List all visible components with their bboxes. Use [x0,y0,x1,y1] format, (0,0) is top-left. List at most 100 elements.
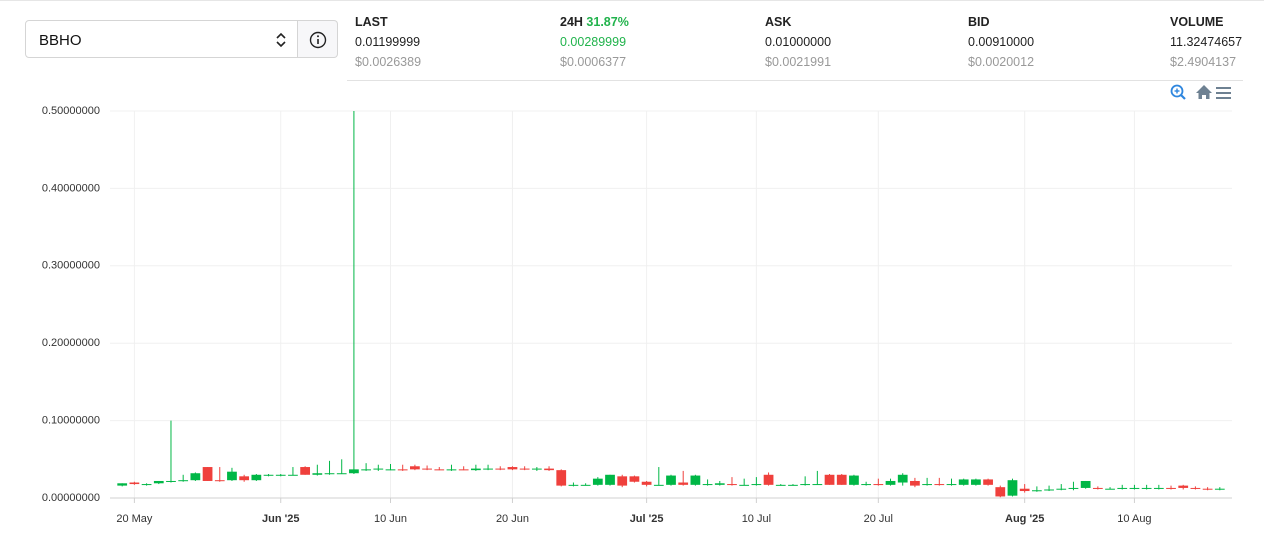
candle-body [568,484,579,486]
pair-name: BBHO [39,32,82,49]
candle-body [739,484,750,486]
candle-body [702,484,713,486]
candle-body [788,484,798,486]
y-tick-label: 0.50000000 [42,105,100,117]
candle-body [714,483,725,485]
candle-body [519,468,530,470]
candle-body [202,467,213,481]
candle-body [336,473,347,475]
x-tick-label: 20 Jul [864,513,893,525]
y-tick-label: 0.10000000 [42,415,100,427]
x-tick-label: 10 Aug [1117,513,1151,525]
candle-body [727,484,737,486]
candle-body [751,484,762,486]
candle-body [690,475,701,485]
candle-body [239,476,250,481]
y-tick-label: 0.00000000 [42,492,100,504]
stat-24h: 24H 31.87% 0.00289999 $0.0006377 [560,12,629,72]
candle-body [775,484,786,486]
candle-body [605,474,615,485]
candle-body [617,476,628,486]
x-tick-label: Aug '25 [1005,513,1044,525]
zoom-button[interactable] [1170,84,1186,100]
x-tick-label: Jul '25 [630,513,664,525]
candle-body [580,484,591,486]
candle-body [983,479,993,485]
candle-body [1141,487,1152,489]
pair-select[interactable]: BBHO [25,20,298,58]
candle-body [1019,488,1030,492]
header-separator [347,80,1243,81]
candle-body [166,480,176,482]
x-tick-label: 10 Jul [742,513,771,525]
candle-body [1007,480,1018,496]
candle-body [1080,480,1091,488]
menu-button[interactable] [1216,87,1231,99]
candle-body [897,474,908,483]
candle-body [446,469,457,471]
candle-body [861,484,872,486]
stat-label: BID [968,15,990,29]
candle-body [397,469,408,471]
candle-body [117,483,128,486]
stat-bid: BID 0.00910000 $0.0020012 [968,12,1034,72]
candle-body [1214,488,1225,490]
candle-body [324,473,335,475]
stat-usd: $0.0026389 [355,55,422,69]
info-icon [309,31,327,49]
candle-body [653,484,664,486]
candle-body [1092,487,1103,489]
candle-body [1105,488,1115,490]
candle-body [385,469,396,471]
candle-body [178,480,189,482]
candle-body [629,476,640,482]
candle-body [592,478,603,485]
candle-body [1117,487,1128,489]
x-tick-label: 20 Jun [496,513,529,525]
candle-body [495,468,506,470]
info-button[interactable] [298,20,338,58]
stat-label: VOLUME [1170,15,1224,29]
candle-body [1178,485,1189,488]
candle-body [556,470,567,486]
candle-body [1044,489,1054,491]
candle-body [800,484,811,486]
stat-change: 31.87% [586,15,629,29]
candle-body [483,468,493,470]
candle-body [141,484,152,486]
home-button[interactable] [1196,85,1212,99]
stat-value: 0.01199999 [355,35,421,49]
candle-body [1129,487,1140,489]
candle-body [190,473,201,481]
candle-body [300,467,311,475]
candle-body [373,468,384,470]
stat-usd: $0.0021991 [765,55,832,69]
candle-body [873,484,884,486]
candle-body [458,469,469,471]
candle-body [312,473,323,475]
stat-value: 0.01000000 [765,35,832,49]
candle-body [251,474,262,481]
candle-body [1153,487,1164,489]
candle-body [849,475,859,485]
candle-body [470,468,481,471]
candle-body [678,482,689,485]
candle-body [349,469,359,474]
candle-body [763,474,774,485]
stat-last: LAST 0.01199999 $0.0026389 [355,12,421,72]
candle-body [824,474,835,485]
candle-body [544,468,554,471]
select-chevrons [276,32,286,48]
candle-body [434,469,445,471]
candle-body [666,475,676,485]
candle-body [922,484,932,486]
candle-body [1190,487,1201,489]
candle-body [129,482,140,485]
candle-body [1031,490,1042,492]
candle-body [507,467,518,470]
x-tick-label: Jun '25 [262,513,299,525]
stat-usd: $2.4904137 [1170,55,1237,69]
candle-body [836,474,847,485]
toolbar [1170,84,1231,100]
